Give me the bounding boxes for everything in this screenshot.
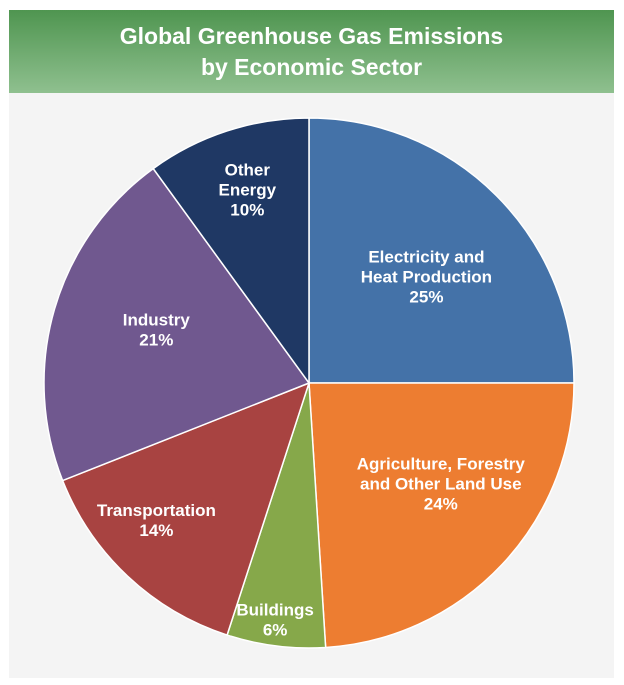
slice-label-text: Other xyxy=(225,161,271,180)
chart-title: Global Greenhouse Gas Emissions xyxy=(119,22,504,49)
slice-label-1: Agriculture, Forestry and Other Land Use 2… xyxy=(357,454,526,513)
slice-label-text: Buildings xyxy=(236,601,313,620)
slice-value-label: 14% xyxy=(139,521,173,540)
slice-label-2: Buildings 6% xyxy=(236,601,313,640)
slice-value-label: 25% xyxy=(409,288,443,307)
slice-value-label: 21% xyxy=(139,331,173,350)
slice-label-5: Other Energy 10% xyxy=(218,161,276,220)
slice-value-label: 24% xyxy=(424,494,458,513)
slice-label-text: Transportation xyxy=(97,501,216,520)
pie-slice-0 xyxy=(308,117,575,384)
slice-label-text: Industry xyxy=(123,311,191,330)
slice-label-3: Transportation 14% xyxy=(97,501,216,540)
slice-label-text: and Other Land Use xyxy=(360,474,522,493)
slice-label-text: Electricity and xyxy=(368,248,484,267)
pie-slice-5 xyxy=(152,117,310,386)
slice-label-text: Heat Production xyxy=(361,268,492,287)
pie-slice-4 xyxy=(43,167,311,482)
slice-label-text: Energy xyxy=(218,181,276,200)
slice-value-label: 10% xyxy=(230,201,264,220)
slice-value-label: 6% xyxy=(263,621,288,640)
slice-label-0: Electricity and Heat Production 25% xyxy=(361,248,492,307)
chart-header: Global Greenhouse Gas Emissions by Econo… xyxy=(9,10,614,93)
slice-label-4: Industry 21% xyxy=(123,311,191,350)
chart-subtitle: by Economic Sector xyxy=(200,53,423,80)
pie-slice-3 xyxy=(61,381,311,636)
slice-label-text: Agriculture, Forestry xyxy=(357,454,526,473)
pie-slice-1 xyxy=(308,382,575,649)
